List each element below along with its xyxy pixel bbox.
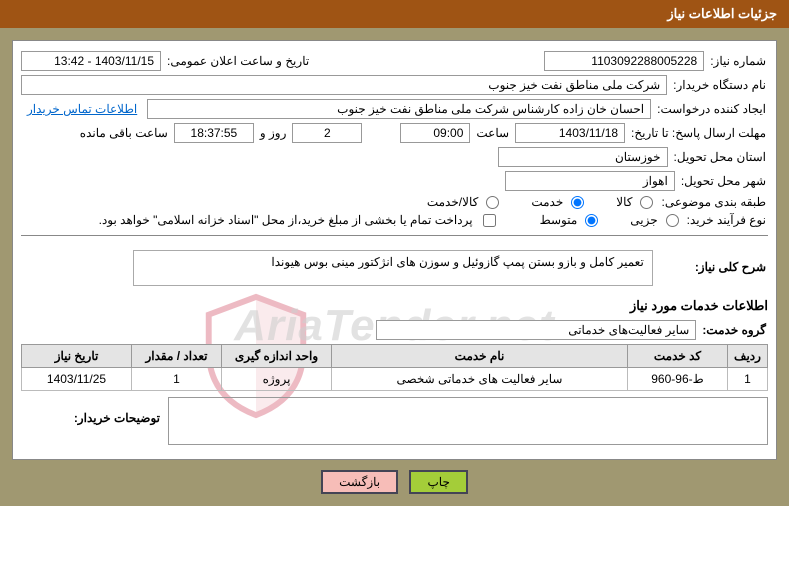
buyer-org-label: نام دستگاه خریدار:	[671, 78, 768, 92]
need-no-label: شماره نیاز:	[708, 54, 768, 68]
pt-minor-radio[interactable]	[666, 214, 679, 227]
city-field: اهواز	[505, 171, 675, 191]
time-label: ساعت	[474, 126, 511, 140]
islamic-checkbox[interactable]	[483, 214, 496, 227]
td-date: 1403/11/25	[22, 368, 132, 391]
province-field: خوزستان	[498, 147, 668, 167]
row-buyer-notes: توضیحات خریدار:	[21, 395, 768, 453]
pt-medium-label: متوسط	[538, 213, 580, 227]
table-row: 1 ط-96-960 سایر فعالیت های خدماتی شخصی پ…	[22, 368, 768, 391]
service-group-label: گروه خدمت:	[700, 323, 768, 337]
row-need-desc: شرح کلی نیاز: تعمیر کامل و بازو بستن پمپ…	[21, 244, 768, 292]
buyer-notes-box	[168, 397, 768, 445]
cat-goods-label: کالا	[614, 195, 634, 209]
th-unit: واحد اندازه گیری	[222, 345, 332, 368]
form-content: شماره نیاز: 1103092288005228 تاریخ و ساع…	[21, 51, 768, 453]
purchase-type-label: نوع فرآیند خرید:	[685, 213, 768, 227]
deadline-label: مهلت ارسال پاسخ: تا تاریخ:	[629, 126, 768, 140]
days-and-label: روز و	[258, 126, 289, 140]
islamic-note: پرداخت تمام یا بخشی از مبلغ خرید،از محل …	[97, 213, 475, 227]
services-table: ردیف کد خدمت نام خدمت واحد اندازه گیری ت…	[21, 344, 768, 391]
requester-field: احسان خان زاده کارشناس شرکت ملی مناطق نف…	[147, 99, 651, 119]
buyer-org-field: شرکت ملی مناطق نفت خیز جنوب	[21, 75, 667, 95]
contact-link[interactable]: اطلاعات تماس خریدار	[21, 102, 143, 116]
city-label: شهر محل تحویل:	[679, 174, 768, 188]
row-buyer-org: نام دستگاه خریدار: شرکت ملی مناطق نفت خی…	[21, 75, 768, 95]
td-row: 1	[728, 368, 768, 391]
province-label: استان محل تحویل:	[672, 150, 768, 164]
table-header-row: ردیف کد خدمت نام خدمت واحد اندازه گیری ت…	[22, 345, 768, 368]
th-date: تاریخ نیاز	[22, 345, 132, 368]
category-label: طبقه بندی موضوعی:	[659, 195, 768, 209]
row-deadline: مهلت ارسال پاسخ: تا تاریخ: 1403/11/18 سا…	[21, 123, 768, 143]
time-remaining-field: 18:37:55	[174, 123, 254, 143]
cat-goods-radio[interactable]	[640, 196, 653, 209]
back-button[interactable]: بازگشت	[321, 470, 398, 494]
row-city: شهر محل تحویل: اهواز	[21, 171, 768, 191]
cat-service-radio[interactable]	[571, 196, 584, 209]
cat-service-label: خدمت	[529, 195, 565, 209]
announce-label: تاریخ و ساعت اعلان عمومی:	[165, 54, 311, 68]
td-qty: 1	[132, 368, 222, 391]
row-category: طبقه بندی موضوعی: کالا خدمت کالا/خدمت	[21, 195, 768, 209]
deadline-time-field: 09:00	[400, 123, 470, 143]
days-remaining-field: 2	[292, 123, 362, 143]
th-code: کد خدمت	[628, 345, 728, 368]
form-panel: AriaTender.net شماره نیاز: 1103092288005…	[12, 40, 777, 460]
td-unit: پروژه	[222, 368, 332, 391]
remaining-label: ساعت باقی مانده	[78, 126, 170, 140]
requester-label: ایجاد کننده درخواست:	[655, 102, 768, 116]
td-code: ط-96-960	[628, 368, 728, 391]
cat-both-radio[interactable]	[486, 196, 499, 209]
need-desc-label: شرح کلی نیاز:	[693, 244, 768, 274]
button-row: چاپ بازگشت	[12, 460, 777, 494]
pt-minor-label: جزیی	[628, 213, 659, 227]
th-row: ردیف	[728, 345, 768, 368]
service-group-field: سایر فعالیت‌های خدماتی	[376, 320, 696, 340]
need-no-field: 1103092288005228	[544, 51, 704, 71]
cat-both-label: کالا/خدمت	[425, 195, 480, 209]
row-need-number: شماره نیاز: 1103092288005228 تاریخ و ساع…	[21, 51, 768, 71]
row-province: استان محل تحویل: خوزستان	[21, 147, 768, 167]
announce-field: 1403/11/15 - 13:42	[21, 51, 161, 71]
need-desc-box: تعمیر کامل و بازو بستن پمپ گازوئیل و سوز…	[133, 250, 653, 286]
row-purchase-type: نوع فرآیند خرید: جزیی متوسط پرداخت تمام …	[21, 213, 768, 227]
print-button[interactable]: چاپ	[409, 470, 467, 494]
main-container: AriaTender.net شماره نیاز: 1103092288005…	[0, 28, 789, 506]
services-table-wrap: ردیف کد خدمت نام خدمت واحد اندازه گیری ت…	[21, 344, 768, 391]
row-requester: ایجاد کننده درخواست: احسان خان زاده کارش…	[21, 99, 768, 119]
services-section-title: اطلاعات خدمات مورد نیاز	[21, 298, 768, 314]
td-name: سایر فعالیت های خدماتی شخصی	[332, 368, 628, 391]
row-service-group: گروه خدمت: سایر فعالیت‌های خدماتی	[21, 320, 768, 340]
pt-medium-radio[interactable]	[585, 214, 598, 227]
deadline-date-field: 1403/11/18	[515, 123, 625, 143]
page-header: جزئیات اطلاعات نیاز	[0, 0, 789, 28]
divider-1	[21, 235, 768, 236]
buyer-notes-label: توضیحات خریدار:	[72, 395, 162, 425]
th-name: نام خدمت	[332, 345, 628, 368]
page-title: جزئیات اطلاعات نیاز	[667, 6, 777, 21]
th-qty: تعداد / مقدار	[132, 345, 222, 368]
